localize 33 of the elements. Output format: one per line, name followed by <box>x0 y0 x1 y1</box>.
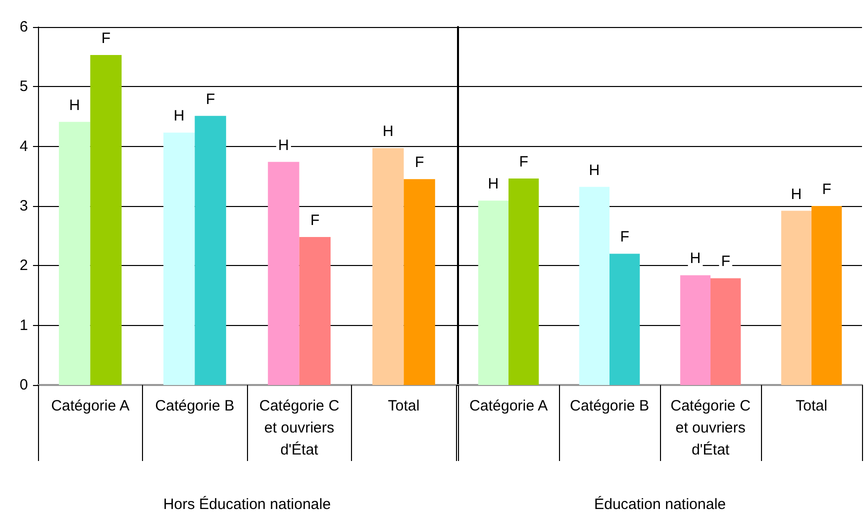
y-tick-label: 3 <box>20 198 28 214</box>
text: H <box>690 250 701 268</box>
x-tick-label: Total <box>796 398 828 414</box>
text: F <box>310 212 320 230</box>
text: H <box>278 136 289 154</box>
text: H <box>382 123 394 140</box>
series-label: H <box>488 176 499 193</box>
x-tick-label: Catégorie C et ouvriers d'État <box>670 398 751 458</box>
text: H <box>588 162 600 179</box>
y-tick-label: 0 <box>20 376 28 394</box>
y-tick-label: 2 <box>20 257 28 274</box>
text: H <box>174 108 184 125</box>
text: F <box>620 228 630 246</box>
text: H <box>790 186 802 203</box>
x-tick-label: Catégorie B <box>155 398 234 414</box>
x-tick-label: Total <box>388 398 420 414</box>
x-axis-title: Hors Éducation nationale <box>163 495 331 513</box>
y-tick-label: 6 <box>20 18 28 36</box>
x-axis-title: Éducation nationale <box>594 495 726 513</box>
y-tick-label: 4 <box>20 138 28 155</box>
series-label: F <box>519 154 528 171</box>
x-tick-label: Catégorie A <box>51 398 130 414</box>
x-tick-label: Catégorie C et ouvriers d'État <box>259 398 340 458</box>
text: F <box>206 90 216 108</box>
text: F <box>822 181 832 198</box>
x-tick-label: Catégorie B <box>570 398 650 414</box>
series-label: F <box>101 30 111 48</box>
y-tick-label: 1 <box>20 316 28 334</box>
y-tick-label: 5 <box>20 78 28 96</box>
series-label: H <box>69 96 80 114</box>
x-tick-label: Catégorie A <box>469 398 548 414</box>
text: F <box>721 253 730 270</box>
text: F <box>414 154 424 172</box>
